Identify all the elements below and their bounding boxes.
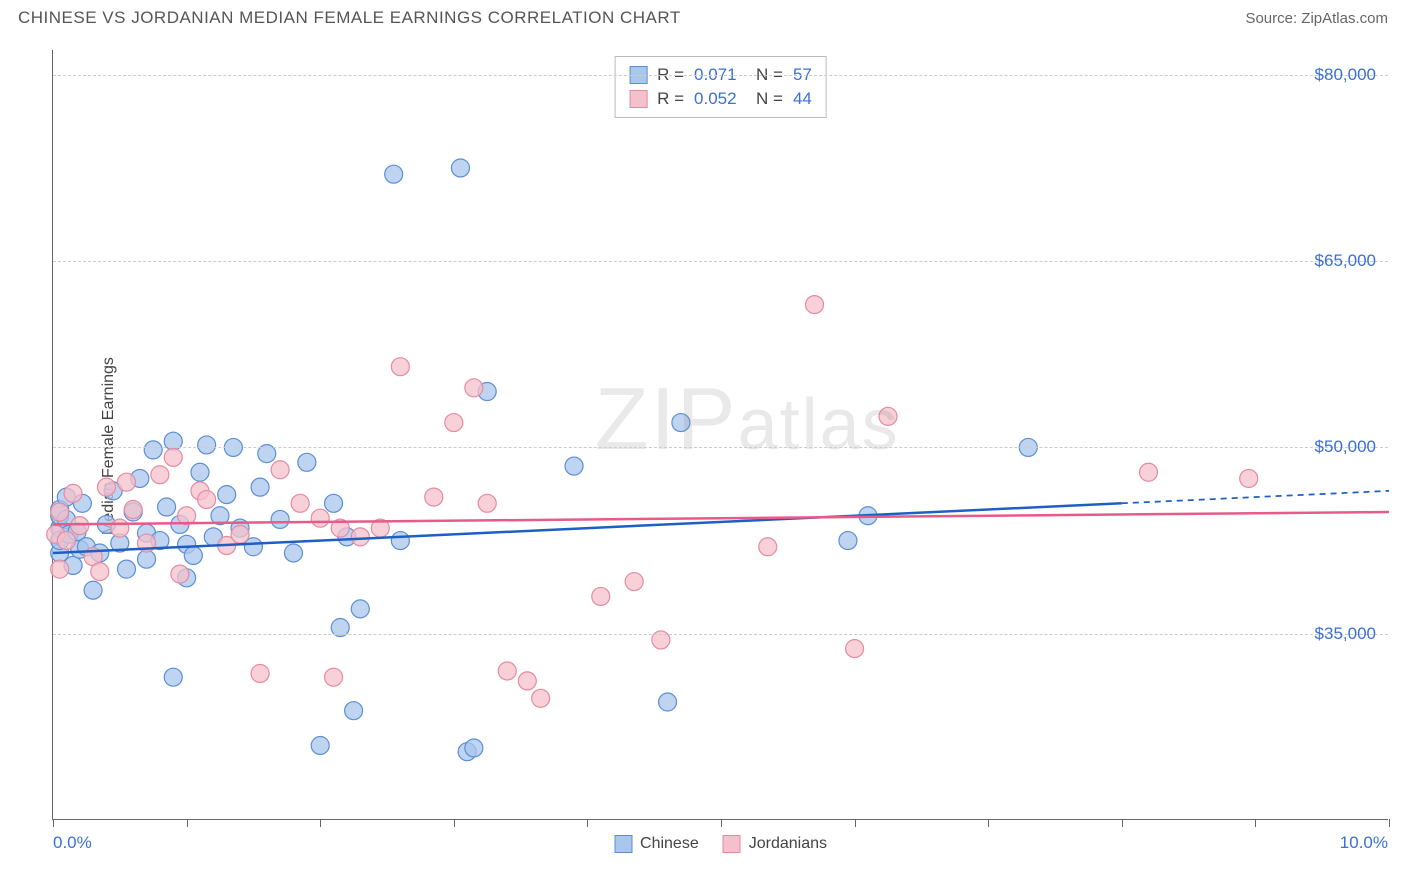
legend-label-chinese: Chinese: [640, 835, 699, 853]
x-axis-min-label: 0.0%: [53, 833, 92, 853]
y-tick-label: $65,000: [1315, 251, 1376, 271]
legend-swatch-jordanian: [723, 835, 741, 853]
stats-legend-box: R = 0.071 N = 57 R = 0.052 N = 44: [614, 56, 827, 118]
legend-item-jordanian: Jordanians: [723, 835, 827, 853]
n-value-jordanian: 44: [793, 89, 812, 109]
bottom-legend: Chinese Jordanians: [614, 835, 827, 853]
y-tick-label: $50,000: [1315, 437, 1376, 457]
chart-plot-area: ZIPatlas R = 0.071 N = 57 R = 0.052 N = …: [52, 50, 1388, 820]
y-tick-label: $80,000: [1315, 65, 1376, 85]
r-label: R =: [657, 89, 684, 109]
legend-item-chinese: Chinese: [614, 835, 699, 853]
legend-swatch-chinese: [614, 835, 632, 853]
n-label: N =: [747, 89, 783, 109]
x-axis-max-label: 10.0%: [1340, 833, 1388, 853]
stats-row-jordanian: R = 0.052 N = 44: [629, 87, 812, 111]
r-value-jordanian: 0.052: [694, 89, 737, 109]
source-label: Source: ZipAtlas.com: [1245, 10, 1388, 27]
chart-title: CHINESE VS JORDANIAN MEDIAN FEMALE EARNI…: [18, 8, 681, 28]
scatter-svg: [53, 50, 1388, 819]
legend-label-jordanian: Jordanians: [749, 835, 827, 853]
y-tick-label: $35,000: [1315, 624, 1376, 644]
swatch-jordanian: [629, 90, 647, 108]
